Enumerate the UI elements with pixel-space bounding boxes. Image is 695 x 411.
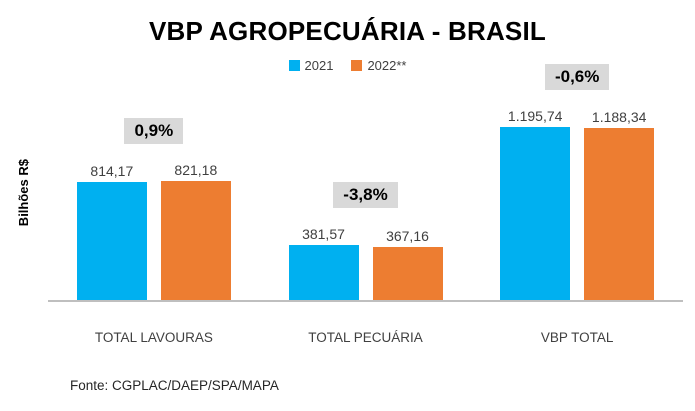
bar xyxy=(288,245,359,300)
category-axis: TOTAL LAVOURAS TOTAL PECUÁRIA VBP TOTAL xyxy=(48,330,683,345)
value-label: 821,18 xyxy=(174,162,218,178)
bar xyxy=(372,247,443,300)
value-label: 367,16 xyxy=(386,228,429,244)
legend-item: 2022** xyxy=(351,58,406,73)
bar-cell: 367,16 xyxy=(372,228,443,300)
value-label: 1.188,34 xyxy=(591,109,647,125)
y-axis-label: Bilhões R$ xyxy=(16,158,31,227)
legend-swatch-icon xyxy=(351,60,363,71)
value-label: 1.195,74 xyxy=(507,108,563,124)
bar-pair: 1.195,74 1.188,34 xyxy=(500,108,655,300)
plot-area: 0,9% 814,17 821,18 -3,8% 381,57 367,16 -0,6% 1.… xyxy=(48,64,683,302)
bar-cell: 814,17 xyxy=(76,163,147,300)
bar-cell: 821,18 xyxy=(160,162,231,300)
category-label: TOTAL PECUÁRIA xyxy=(308,330,423,345)
legend: 2021 2022** xyxy=(0,58,695,73)
y-axis: Bilhões R$ xyxy=(16,85,31,300)
change-badge: 0,9% xyxy=(124,118,184,144)
category-label: TOTAL LAVOURAS xyxy=(94,330,213,345)
value-label: 381,57 xyxy=(302,226,345,242)
bar xyxy=(500,127,571,300)
legend-label: 2022** xyxy=(367,58,407,73)
bar-pair: 381,57 367,16 xyxy=(288,226,443,300)
legend-swatch-icon xyxy=(288,60,300,71)
bar xyxy=(76,182,147,300)
value-label: 814,17 xyxy=(90,163,134,179)
bar xyxy=(584,128,655,300)
bar-cell: 1.188,34 xyxy=(584,109,655,300)
change-badge: -0,6% xyxy=(544,64,610,90)
change-badge: -3,8% xyxy=(333,182,398,208)
legend-item: 2021 xyxy=(288,58,334,73)
bar-cell: 381,57 xyxy=(288,226,359,300)
bar xyxy=(160,181,231,300)
bar-group: 0,9% 814,17 821,18 xyxy=(48,85,260,300)
category-label: VBP TOTAL xyxy=(540,330,614,345)
bar-group: -0,6% 1.195,74 1.188,34 xyxy=(471,64,683,300)
bar-group: -3,8% 381,57 367,16 xyxy=(260,85,472,300)
bar-cell: 1.195,74 xyxy=(500,108,571,300)
chart-title: VBP AGROPECUÁRIA - BRASIL xyxy=(149,16,546,46)
source-note: Fonte: CGPLAC/DAEP/SPA/MAPA xyxy=(70,378,279,393)
bar-pair: 814,17 821,18 xyxy=(76,162,231,300)
legend-label: 2021 xyxy=(304,58,334,73)
